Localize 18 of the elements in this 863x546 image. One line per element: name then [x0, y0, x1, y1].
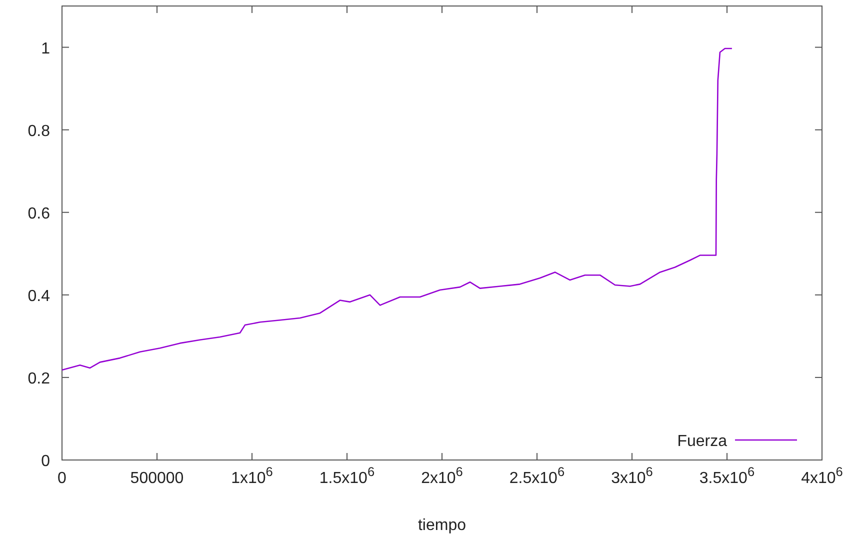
x-tick-label: 0: [58, 470, 67, 487]
x-tick-label: 1.5x10$^{6}$: [319, 464, 375, 487]
y-tick-label: 0: [41, 453, 50, 470]
x-tick-label: 4x10$^{6}$: [801, 464, 843, 487]
x-tick-label: 2x10$^{6}$: [421, 464, 463, 487]
y-tick-label: 0.8: [28, 122, 50, 140]
line-series: [61, 48, 733, 371]
legend-label: Fuerza: [677, 433, 728, 450]
y-tick-label: 0.2: [28, 370, 50, 388]
x-tick-label: 1x10$^{6}$: [231, 464, 273, 487]
y-tick-label: 0.4: [28, 288, 50, 305]
y-tick-label: 1: [41, 40, 50, 58]
y-tick-label: 0.6: [28, 205, 50, 222]
x-tick-label: 500000: [130, 470, 184, 487]
x-tick-label: 3x10$^{6}$: [611, 464, 653, 487]
x-axis-title: tiempo: [418, 517, 466, 534]
x-tick-label: 2.5x10$^{6}$: [509, 464, 565, 487]
x-tick-label: 3.5x10$^{6}$: [699, 464, 755, 487]
